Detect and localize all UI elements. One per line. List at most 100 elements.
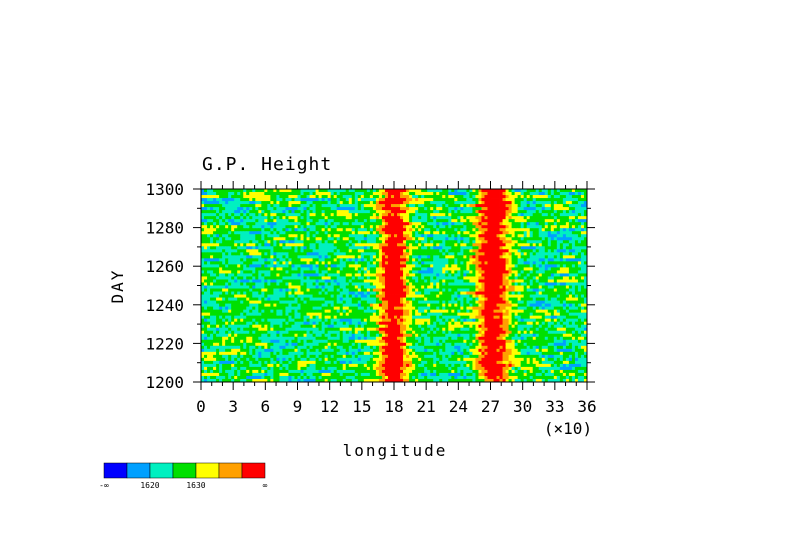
heatmap-cell xyxy=(261,231,265,235)
heatmap-cell xyxy=(375,228,380,232)
heatmap-cell xyxy=(460,213,464,217)
heatmap-cell xyxy=(378,264,383,268)
heatmap-cell xyxy=(583,288,588,292)
heatmap-cell xyxy=(300,213,304,217)
heatmap-cell xyxy=(357,249,362,253)
heatmap-cell xyxy=(550,231,555,235)
heatmap-cell xyxy=(478,198,482,202)
heatmap-cell xyxy=(577,213,582,217)
heatmap-cell xyxy=(375,291,380,295)
heatmap-cell xyxy=(207,228,211,232)
heatmap-cell xyxy=(225,189,229,193)
heatmap-cell xyxy=(448,231,452,235)
heatmap-cell xyxy=(366,213,371,217)
heatmap-cell xyxy=(213,192,217,196)
heatmap-cell xyxy=(508,270,513,274)
heatmap-cell xyxy=(282,267,286,271)
heatmap-cell xyxy=(207,216,211,220)
heatmap-cell xyxy=(303,264,307,268)
heatmap-cell xyxy=(375,273,380,277)
heatmap-cell xyxy=(390,261,395,265)
heatmap-cell xyxy=(568,261,573,265)
heatmap-cell xyxy=(375,252,380,256)
heatmap-cell xyxy=(502,279,506,283)
heatmap-cell xyxy=(228,267,232,271)
heatmap-cell xyxy=(472,297,476,301)
heatmap-cell xyxy=(357,291,362,295)
heatmap-cell xyxy=(333,219,338,223)
heatmap-cell xyxy=(345,213,350,217)
heatmap-cell xyxy=(424,252,428,256)
heatmap-cell xyxy=(472,261,476,265)
heatmap-cell xyxy=(439,294,443,298)
heatmap-cell xyxy=(454,210,458,214)
heatmap-cell xyxy=(225,240,229,244)
heatmap-cell xyxy=(330,231,335,235)
heatmap-cell xyxy=(412,228,416,232)
heatmap-cell xyxy=(451,219,455,223)
heatmap-cell xyxy=(333,255,338,259)
heatmap-cell xyxy=(487,303,491,308)
heatmap-cell xyxy=(333,267,338,271)
heatmap-cell xyxy=(583,243,588,247)
heatmap-cell xyxy=(351,246,356,250)
heatmap-cell xyxy=(234,303,238,308)
heatmap-cell xyxy=(418,270,422,274)
heatmap-cell xyxy=(517,225,522,229)
heatmap-cell xyxy=(427,201,431,205)
heatmap-cell xyxy=(300,225,304,229)
heatmap-cell xyxy=(421,240,425,244)
heatmap-cell xyxy=(574,228,579,232)
heatmap-cell xyxy=(451,267,455,271)
heatmap-cell xyxy=(351,270,356,274)
heatmap-cell xyxy=(213,237,217,241)
heatmap-cell xyxy=(294,246,298,250)
heatmap-cell xyxy=(357,255,362,259)
heatmap-cell xyxy=(216,246,220,250)
heatmap-cell xyxy=(493,243,497,247)
heatmap-cell xyxy=(487,261,491,265)
heatmap-cell xyxy=(207,222,211,226)
heatmap-cell xyxy=(574,264,579,268)
heatmap-cell xyxy=(282,282,286,286)
heatmap-cell xyxy=(294,270,298,274)
heatmap-cell xyxy=(559,234,564,238)
heatmap-cell xyxy=(261,300,265,304)
heatmap-cell xyxy=(288,207,292,211)
heatmap-cell xyxy=(276,237,280,241)
heatmap-cell xyxy=(219,249,223,253)
heatmap-cell xyxy=(493,276,497,280)
heatmap-cell xyxy=(538,219,543,223)
heatmap-cell xyxy=(490,264,494,268)
heatmap-cell xyxy=(448,288,452,292)
heatmap-cell xyxy=(234,297,238,301)
heatmap-cell xyxy=(264,303,268,308)
heatmap-cell xyxy=(222,294,226,298)
heatmap-cell xyxy=(514,291,519,295)
heatmap-cell xyxy=(418,276,422,280)
heatmap-cell xyxy=(520,240,525,244)
heatmap-cell xyxy=(375,285,380,289)
heatmap-cell xyxy=(442,264,446,268)
heatmap-cell xyxy=(445,249,449,253)
heatmap-cell xyxy=(541,228,546,232)
heatmap-cell xyxy=(327,270,332,274)
heatmap-cell xyxy=(412,210,416,214)
heatmap-cell xyxy=(285,216,289,220)
heatmap-cell xyxy=(511,252,516,256)
heatmap-cell xyxy=(294,255,298,259)
heatmap-cell xyxy=(583,264,588,268)
heatmap-cell xyxy=(360,192,365,196)
heatmap-cell xyxy=(463,279,467,283)
heatmap-cell xyxy=(297,264,301,268)
heatmap-cell xyxy=(424,297,428,301)
heatmap-cell xyxy=(397,234,401,238)
heatmap-cell xyxy=(553,189,558,193)
heatmap-cell xyxy=(514,252,519,256)
heatmap-cell xyxy=(493,201,497,205)
heatmap-cell xyxy=(330,294,335,298)
heatmap-cell xyxy=(508,234,513,238)
heatmap-cell xyxy=(583,252,588,256)
heatmap-cell xyxy=(231,294,235,298)
heatmap-cell xyxy=(577,255,582,259)
